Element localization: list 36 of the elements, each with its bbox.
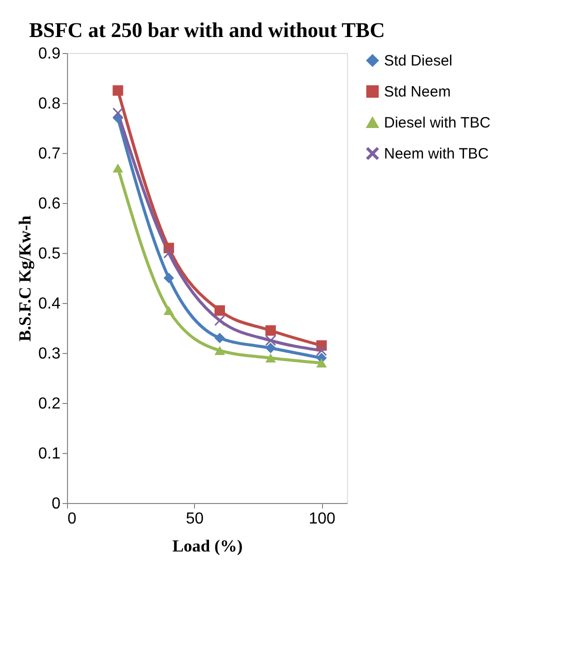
point [316, 358, 327, 368]
y-tick-label: 0.9 [38, 46, 61, 62]
point [112, 163, 124, 173]
y-tick-label: 0.1 [38, 446, 61, 462]
point [164, 272, 174, 284]
y-tick-label: 0 [52, 496, 61, 512]
point [265, 353, 276, 363]
legend-label: Neem with TBC [384, 146, 489, 162]
point [112, 108, 124, 118]
point [214, 305, 225, 316]
point [265, 335, 276, 346]
x-axis-title: Load (%) [172, 536, 243, 556]
y-tick-label: 0.8 [38, 96, 61, 112]
y-tick-label: 0.5 [38, 246, 61, 262]
point [316, 345, 327, 356]
point [214, 346, 225, 356]
point [214, 315, 225, 326]
chart-title: BSFC at 250 bar with and without TBC [29, 18, 385, 42]
y-tick-label: 0.2 [38, 396, 61, 412]
y-tick-label: 0.7 [38, 146, 61, 162]
point [265, 342, 276, 354]
point [164, 306, 174, 316]
point [112, 85, 124, 96]
y-axis-title: B.S.F.C Kg/Kw-h [15, 214, 34, 342]
y-tick-label: 0.6 [38, 196, 61, 212]
point [265, 325, 276, 336]
point [164, 248, 174, 258]
point [214, 332, 225, 344]
x-tick-label: 50 [186, 510, 204, 528]
legend-label: Std Neem [384, 84, 451, 100]
y-tick-label: 0.4 [38, 296, 61, 312]
legend-label: Diesel with TBC [384, 114, 491, 132]
x-tick-label: 0 [68, 510, 76, 528]
x-tick-label: 100 [308, 510, 336, 528]
y-tick-label: 0.3 [38, 346, 61, 362]
legend-label: Std Diesel [384, 52, 452, 70]
